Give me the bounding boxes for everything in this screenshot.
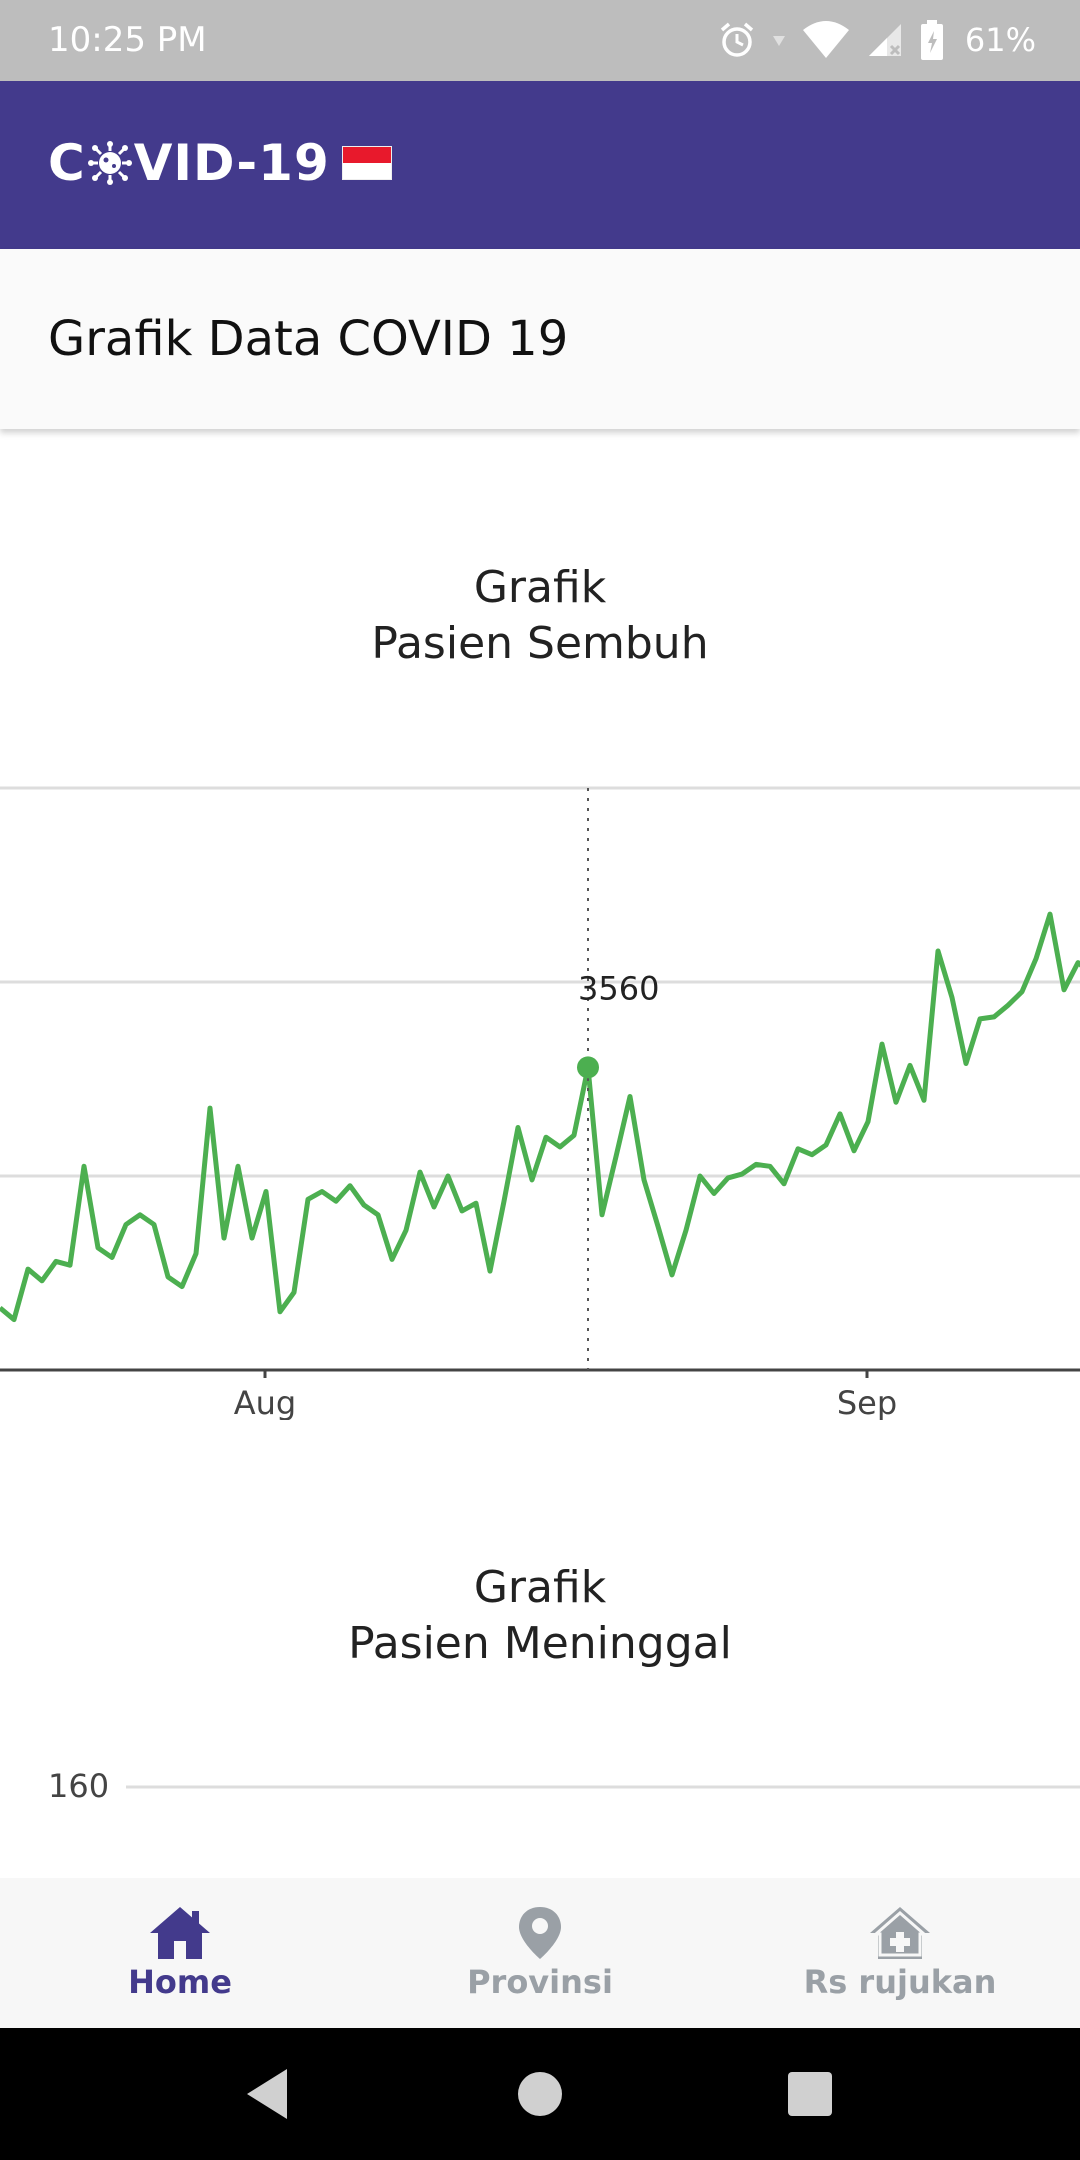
recovered-highlight-point[interactable] [577,1056,599,1078]
alarm-icon [717,20,757,60]
wifi-icon [801,20,851,60]
deaths-chart-title-line1: Grafik [0,1560,1080,1616]
app-logo: C VID-19 [48,133,392,193]
nav-label-provinsi: Provinsi [467,1963,613,2001]
status-time: 10:25 PM [48,20,207,60]
battery-percentage: 61% [965,21,1036,59]
deaths-line-chart[interactable]: 160 [0,1750,1080,1860]
nav-label-rs-rujukan: Rs rujukan [804,1963,997,2001]
system-navigation-bar [0,2028,1080,2160]
recovered-x-tick-label: Aug [234,1384,296,1420]
logo-text-suffix: VID-19 [134,134,330,192]
nav-item-rs-rujukan[interactable]: Rs rujukan [720,1878,1080,2028]
deaths-chart-title: Grafik Pasien Meninggal [0,1560,1080,1672]
home-circle-icon [516,2070,564,2118]
status-icons: 61% [717,16,1036,64]
deaths-y-tick-label: 160 [48,1767,109,1805]
recovered-tooltip-value: 3560 [578,969,659,1007]
recovered-series-line [0,914,1080,1320]
app-bar: C VID-19 [0,81,1080,249]
nav-label-home: Home [128,1963,232,2001]
map-pin-icon [516,1905,564,1961]
nav-item-home[interactable]: Home [0,1878,360,2028]
recovered-x-tick-label: Sep [837,1384,897,1420]
section-header: Grafik Data COVID 19 [0,249,1080,429]
recovered-chart-title: Grafik Pasien Sembuh [0,560,1080,672]
recovered-chart-title-line2: Pasien Sembuh [0,616,1080,672]
back-button[interactable] [208,2028,328,2160]
home-icon [148,1905,212,1961]
nav-item-provinsi[interactable]: Provinsi [360,1878,720,2028]
recovered-chart-title-line1: Grafik [0,560,1080,616]
logo-text-prefix: C [48,134,86,192]
deaths-chart-title-line2: Pasien Meninggal [0,1616,1080,1672]
home-system-button[interactable] [480,2028,600,2160]
signal-icon [865,20,905,60]
page-title: Grafik Data COVID 19 [48,311,568,367]
bottom-navigation: Home Provinsi Rs rujukan [0,1878,1080,2028]
recents-button[interactable] [750,2028,870,2160]
back-icon [243,2067,293,2121]
hospital-icon [868,1905,932,1961]
virus-icon [88,141,132,185]
status-bar: 10:25 PM 61% [0,0,1080,81]
indonesia-flag-icon [342,146,392,180]
recovered-line-chart[interactable]: Aug Sep 3560 [0,760,1080,1420]
recents-icon [786,2070,834,2118]
battery-icon [919,19,945,61]
data-arrows-icon [771,20,787,60]
